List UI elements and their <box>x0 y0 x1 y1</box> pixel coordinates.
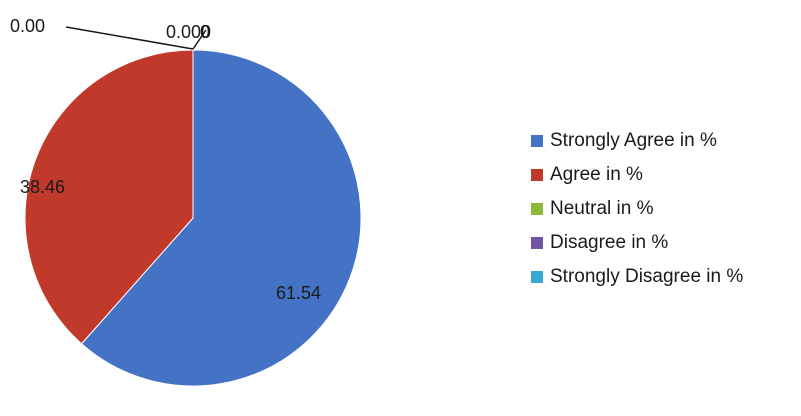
legend-swatch-strongly-disagree-in <box>531 271 543 283</box>
legend-item-neutral-in: Neutral in % <box>531 192 799 226</box>
legend-swatch-agree-in <box>531 169 543 181</box>
legend-label-neutral-in: Neutral in % <box>550 198 654 219</box>
pie-slices <box>24 49 362 387</box>
legend-item-disagree-in: Disagree in % <box>531 226 799 260</box>
legend-label-disagree-in: Disagree in % <box>550 232 669 253</box>
legend-swatch-disagree-in <box>531 237 543 249</box>
data-label-strongly-agree-in: 61.54 <box>276 283 321 303</box>
legend-item-strongly-disagree-in: Strongly Disagree in % <box>531 260 799 294</box>
legend: Strongly Agree in % Agree in % Neutral in … <box>531 124 799 294</box>
data-label-strongly-disagree-in: 0 <box>200 22 210 42</box>
legend-label-agree-in: Agree in % <box>550 164 643 185</box>
legend-swatch-neutral-in <box>531 203 543 215</box>
legend-item-agree-in: Agree in % <box>531 158 799 192</box>
leader-line-neutral <box>65 26 194 50</box>
legend-item-strongly-agree-in: Strongly Agree in % <box>531 124 799 158</box>
legend-label-strongly-disagree-in: Strongly Disagree in % <box>550 266 744 287</box>
pie-slice-strongly-agree-in <box>80 49 362 387</box>
leader-line-disagree <box>192 29 207 50</box>
pie-slice-agree-in <box>24 49 194 345</box>
data-label-agree-in: 38.46 <box>20 177 65 197</box>
legend-label-strongly-agree-in: Strongly Agree in % <box>550 130 717 151</box>
leader-lines <box>65 26 207 50</box>
legend-swatch-strongly-agree-in <box>531 135 543 147</box>
data-label-neutral-in: 0.00 <box>10 16 45 36</box>
data-label-disagree-in: 0.000 <box>166 22 211 42</box>
